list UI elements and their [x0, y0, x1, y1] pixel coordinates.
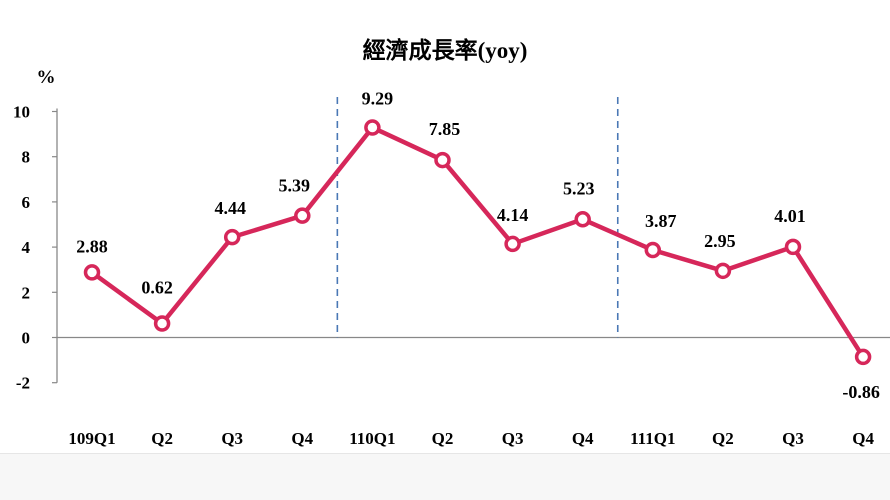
x-tick-label: 109Q1 — [68, 429, 115, 448]
data-label: 7.85 — [429, 119, 461, 139]
data-label: 5.23 — [563, 178, 595, 198]
data-point — [574, 211, 591, 228]
x-tick-label: Q3 — [782, 429, 804, 448]
data-point — [504, 235, 521, 253]
y-tick-label: 4 — [22, 238, 31, 257]
x-tick-label: Q2 — [151, 429, 173, 448]
data-label: 2.88 — [76, 236, 108, 256]
x-tick-label: Q3 — [502, 429, 524, 448]
x-tick-label: Q4 — [572, 429, 594, 448]
x-tick-label: 110Q1 — [349, 429, 395, 448]
data-label: 9.29 — [362, 89, 394, 109]
gdp-growth-chart: 經濟成長率(yoy) % 10 8 6 4 2 0 -2 109Q1 Q2 Q3 Q4 110Q1 Q… — [13, 37, 890, 448]
chart-title: 經濟成長率(yoy) — [363, 37, 528, 63]
data-label: 0.62 — [141, 277, 173, 297]
x-tick-label: 111Q1 — [630, 429, 675, 448]
data-label: -0.86 — [842, 382, 880, 402]
y-tick-label: 2 — [22, 283, 31, 302]
data-label: 3.87 — [645, 211, 677, 231]
data-point — [223, 228, 241, 246]
y-tick-label: 8 — [22, 148, 31, 167]
data-point — [83, 264, 101, 281]
y-tick-label: 6 — [22, 193, 31, 212]
data-point — [784, 238, 802, 256]
data-point — [294, 207, 311, 224]
data-label: 4.01 — [774, 206, 806, 226]
y-tick-label: 0 — [22, 329, 31, 348]
y-axis-unit-label: % — [37, 67, 56, 88]
x-tick-label: Q3 — [221, 429, 243, 448]
y-tick-label: -2 — [16, 374, 30, 393]
data-label: 5.39 — [279, 176, 311, 196]
data-point — [854, 348, 872, 366]
data-point — [153, 315, 171, 332]
data-point — [434, 151, 451, 169]
data-point — [714, 262, 732, 280]
chart-panel: 經濟成長率(yoy) % 10 8 6 4 2 0 -2 109Q1 Q2 Q3 Q4 110Q1 Q… — [0, 37, 890, 454]
x-tick-label: Q2 — [712, 429, 734, 448]
x-tick-label: Q4 — [291, 429, 313, 448]
data-label: 4.14 — [497, 205, 529, 225]
data-label: 2.95 — [704, 231, 736, 251]
x-tick-label: Q4 — [852, 429, 874, 448]
data-label: 4.44 — [214, 198, 246, 218]
data-point — [644, 241, 662, 259]
y-tick-label: 10 — [13, 103, 30, 122]
data-point — [364, 119, 381, 136]
series-line — [90, 125, 865, 359]
x-tick-label: Q2 — [432, 429, 454, 448]
